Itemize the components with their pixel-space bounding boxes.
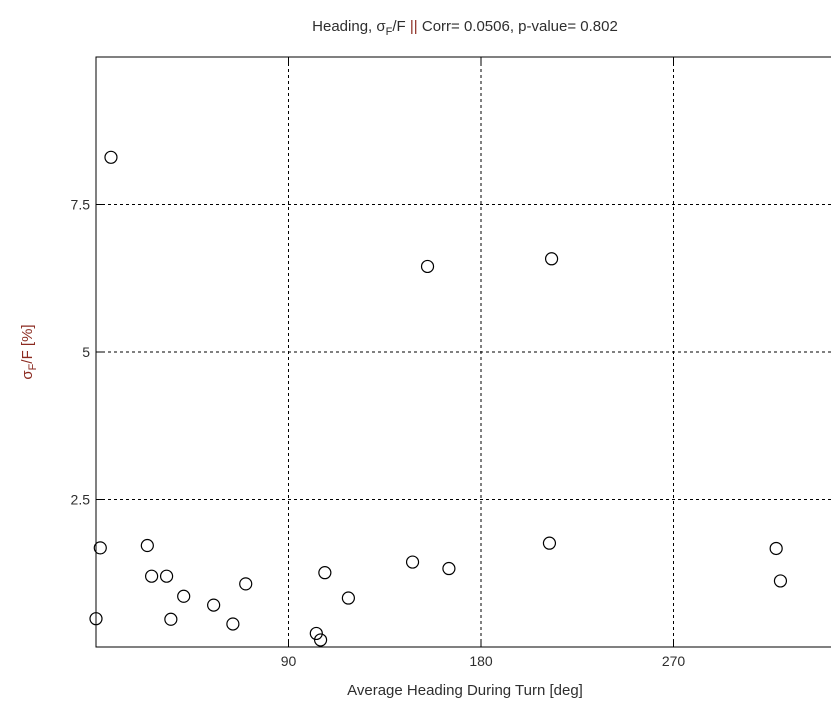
grid-layer	[96, 57, 831, 647]
data-point	[773, 574, 788, 588]
data-point	[769, 541, 783, 556]
y-axis-label-suffix: /F [%]	[19, 324, 36, 363]
data-point	[544, 252, 559, 266]
data-point	[226, 617, 240, 631]
chart-title-stats: Corr= 0.0506, p-value= 0.802	[422, 18, 618, 35]
y-axis-label-sub: F	[27, 363, 39, 370]
x-tick-label: 180	[469, 653, 493, 669]
data-point	[318, 566, 332, 580]
data-point	[145, 569, 159, 583]
y-tick-label: 7.5	[71, 197, 91, 213]
chart-title-sub: F	[386, 26, 393, 38]
data-point	[207, 598, 221, 612]
y-axis-label: σF/F [%]	[19, 324, 39, 379]
data-point	[442, 561, 456, 576]
data-point	[140, 538, 154, 553]
data-point	[341, 591, 355, 605]
chart-title: Heading, σF/F || Corr= 0.0506, p-value= …	[312, 18, 618, 38]
data-point	[405, 555, 420, 569]
data-point	[542, 536, 557, 550]
data-point	[93, 541, 107, 555]
data-point	[89, 612, 103, 626]
x-tick-label: 90	[281, 653, 297, 669]
y-tick-label: 2.5	[71, 492, 91, 508]
data-point	[309, 626, 323, 641]
chart-title-suffix: /F	[392, 18, 405, 35]
data-point	[239, 577, 253, 591]
points-layer	[89, 150, 788, 647]
data-point	[177, 589, 191, 603]
data-point	[159, 569, 174, 583]
x-axis-label: Average Heading During Turn [deg]	[347, 682, 583, 699]
y-axis-label-prefix: σ	[19, 370, 36, 380]
chart-title-prefix: Heading, σ	[312, 18, 386, 35]
data-point	[313, 633, 328, 647]
y-tick-label: 5	[82, 344, 90, 360]
chart-title-separator: ||	[410, 18, 418, 35]
x-tick-label: 270	[662, 653, 686, 669]
data-point	[104, 150, 118, 164]
data-point	[420, 259, 435, 274]
ticks-layer: 90 180 270 2.5 5 7.5	[71, 57, 686, 669]
data-point	[164, 612, 178, 626]
